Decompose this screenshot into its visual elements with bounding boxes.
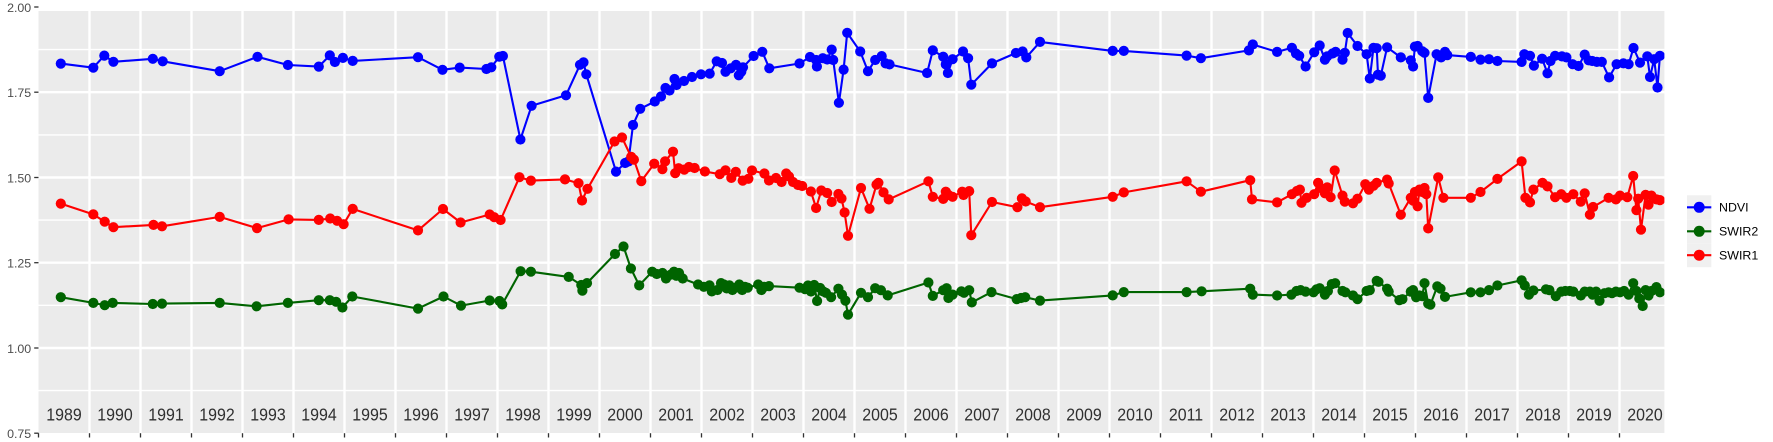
svg-text:1990: 1990 [97, 405, 132, 425]
svg-text:2012: 2012 [1219, 405, 1254, 425]
svg-text:2011: 2011 [1169, 405, 1203, 425]
svg-text:2002: 2002 [709, 405, 744, 425]
svg-text:1993: 1993 [250, 405, 285, 425]
svg-text:2017: 2017 [1474, 405, 1509, 425]
svg-text:2.00: 2.00 [7, 1, 31, 15]
svg-text:2015: 2015 [1372, 405, 1407, 425]
svg-text:0.75: 0.75 [7, 427, 31, 441]
svg-text:2018: 2018 [1525, 405, 1560, 425]
svg-text:2004: 2004 [811, 405, 846, 425]
svg-text:1991: 1991 [148, 405, 183, 425]
svg-text:2005: 2005 [862, 405, 897, 425]
svg-text:1999: 1999 [556, 405, 591, 425]
svg-text:2013: 2013 [1270, 405, 1305, 425]
svg-text:1.25: 1.25 [7, 257, 31, 271]
svg-text:2009: 2009 [1066, 405, 1101, 425]
svg-text:1996: 1996 [403, 405, 438, 425]
svg-text:SWIR1: SWIR1 [1719, 249, 1758, 263]
svg-text:1997: 1997 [454, 405, 489, 425]
svg-text:2020: 2020 [1627, 405, 1662, 425]
svg-text:1998: 1998 [505, 405, 540, 425]
svg-text:NDVI: NDVI [1719, 201, 1749, 215]
svg-text:2014: 2014 [1321, 405, 1356, 425]
svg-text:2001: 2001 [658, 405, 693, 425]
svg-text:2006: 2006 [913, 405, 948, 425]
svg-text:1.00: 1.00 [7, 342, 31, 356]
svg-text:2010: 2010 [1117, 405, 1152, 425]
svg-text:2003: 2003 [760, 405, 795, 425]
svg-text:2007: 2007 [964, 405, 999, 425]
svg-text:2016: 2016 [1423, 405, 1458, 425]
svg-text:1.50: 1.50 [7, 171, 31, 185]
svg-text:1989: 1989 [46, 405, 81, 425]
svg-text:1.75: 1.75 [7, 86, 31, 100]
svg-text:1994: 1994 [301, 405, 336, 425]
svg-text:2008: 2008 [1015, 405, 1050, 425]
svg-text:SWIR2: SWIR2 [1719, 225, 1758, 239]
svg-text:2000: 2000 [607, 405, 642, 425]
svg-text:1995: 1995 [352, 405, 387, 425]
svg-text:2019: 2019 [1576, 405, 1611, 425]
svg-text:1992: 1992 [199, 405, 234, 425]
